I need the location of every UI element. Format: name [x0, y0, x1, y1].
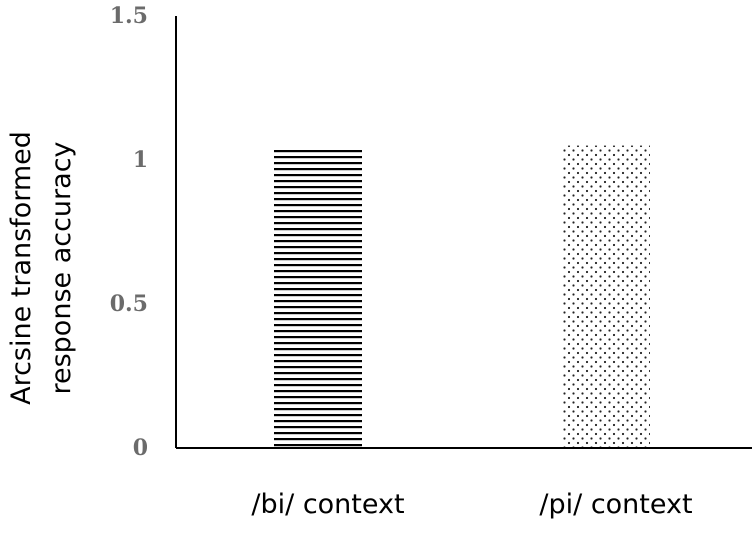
bars	[274, 145, 650, 449]
bar-2	[562, 145, 650, 448]
y-tick-label: 1.5	[110, 3, 148, 29]
y-axis-title-line-1: Arcsine transformed	[6, 131, 37, 405]
x-category-label: /bi/ context	[251, 489, 404, 520]
y-tick-label: 0.5	[110, 291, 148, 317]
y-tick-label: 1	[133, 147, 148, 173]
bar-1	[274, 148, 362, 449]
y-tick-label: 0	[133, 435, 148, 461]
x-category-label: /pi/ context	[539, 489, 692, 520]
y-axis-title-line-2: response accuracy	[46, 141, 77, 394]
x-category-labels: /bi/ context/pi/ context	[251, 489, 692, 520]
y-axis-title: Arcsine transformed response accuracy	[6, 131, 77, 405]
y-tick-labels: 0 0.5 1 1.5	[110, 3, 148, 461]
